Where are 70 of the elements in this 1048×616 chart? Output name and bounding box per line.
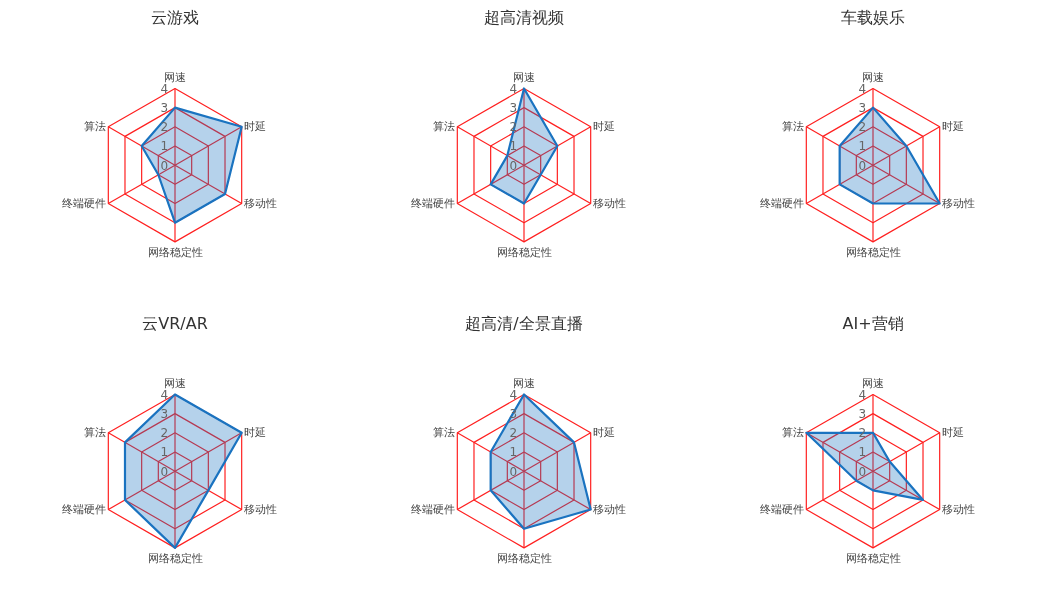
chart-title: 超高清/全景直播 — [465, 313, 583, 333]
chart-title: AI+营销 — [842, 313, 904, 333]
spoke-label: 移动性 — [941, 197, 975, 211]
spoke-label: 网络稳定性 — [496, 552, 552, 566]
y-tick-label: 3 — [858, 407, 867, 422]
spoke-label: 网络稳定性 — [845, 552, 901, 566]
y-tick-label: 1 — [509, 445, 518, 460]
chart-title: 云VR/AR — [142, 313, 208, 333]
spoke-label: 网速 — [513, 376, 535, 390]
y-tick-label: 4 — [160, 387, 169, 402]
spoke-label: 网速 — [862, 376, 884, 390]
y-tick-label: 3 — [509, 101, 518, 116]
spoke-label: 算法 — [84, 120, 107, 134]
spoke-label: 网络稳定性 — [845, 246, 901, 260]
spoke-label: 网速 — [862, 70, 884, 84]
y-tick-label: 4 — [509, 387, 518, 402]
spoke-label: 网速 — [164, 70, 186, 84]
y-tick-label: 1 — [858, 139, 867, 154]
y-tick-label: 0 — [509, 158, 518, 173]
chart-title: 云游戏 — [151, 7, 199, 27]
spoke-label: 时延 — [592, 120, 615, 134]
y-tick-label: 0 — [160, 464, 169, 479]
spoke-label: 网络稳定性 — [147, 552, 203, 566]
y-tick-label: 3 — [509, 407, 518, 422]
spoke-label: 移动性 — [592, 503, 626, 517]
y-tick-label: 1 — [160, 445, 169, 460]
spoke-label: 算法 — [84, 426, 107, 440]
spoke-label: 时延 — [941, 426, 964, 440]
y-tick-label: 3 — [160, 101, 169, 116]
spoke-label: 算法 — [782, 426, 805, 440]
y-tick-label: 1 — [160, 139, 169, 154]
y-tick-label: 0 — [160, 158, 169, 173]
y-tick-label: 1 — [858, 445, 867, 460]
spoke-label: 移动性 — [941, 503, 975, 517]
spoke-label: 算法 — [433, 120, 456, 134]
spoke-label: 终端硬件 — [411, 197, 456, 211]
y-tick-label: 2 — [858, 120, 867, 135]
y-tick-label: 3 — [160, 407, 169, 422]
y-tick-label: 4 — [858, 387, 867, 402]
y-tick-label: 2 — [509, 426, 518, 441]
y-tick-label: 0 — [509, 464, 518, 479]
chart-title: 超高清视频 — [484, 7, 564, 27]
spoke-label: 终端硬件 — [760, 503, 805, 517]
spoke-label: 网络稳定性 — [496, 246, 552, 260]
spoke-label: 时延 — [243, 120, 266, 134]
y-tick-label: 4 — [160, 81, 169, 96]
y-tick-label: 3 — [858, 101, 867, 116]
spoke-label: 终端硬件 — [760, 197, 805, 211]
spoke-label: 移动性 — [243, 503, 277, 517]
y-tick-label: 2 — [160, 120, 169, 135]
spoke-label: 算法 — [433, 426, 456, 440]
spoke-label: 移动性 — [592, 197, 626, 211]
spoke-label: 网速 — [164, 376, 186, 390]
spoke-label: 终端硬件 — [62, 197, 107, 211]
spoke-label: 时延 — [592, 426, 615, 440]
y-tick-label: 4 — [858, 81, 867, 96]
y-tick-label: 4 — [509, 81, 518, 96]
spoke-label: 终端硬件 — [411, 503, 456, 517]
spoke-label: 终端硬件 — [62, 503, 107, 517]
y-tick-label: 1 — [509, 139, 518, 154]
y-tick-label: 0 — [858, 464, 867, 479]
y-tick-label: 0 — [858, 158, 867, 173]
spoke-label: 算法 — [782, 120, 805, 134]
spoke-label: 网络稳定性 — [147, 246, 203, 260]
chart-title: 车载娱乐 — [841, 7, 905, 27]
spoke-label: 时延 — [243, 426, 266, 440]
spoke-label: 时延 — [941, 120, 964, 134]
spoke-label: 移动性 — [243, 197, 277, 211]
y-tick-label: 2 — [160, 426, 169, 441]
spoke-label: 网速 — [513, 70, 535, 84]
